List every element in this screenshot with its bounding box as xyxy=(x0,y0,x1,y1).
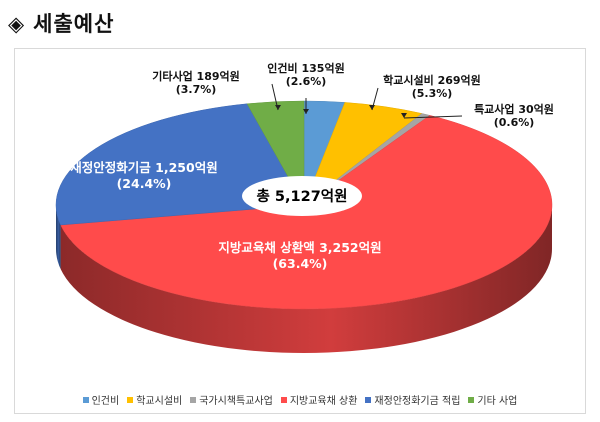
leader-arrow-0 xyxy=(303,109,309,114)
legend-swatch xyxy=(127,396,134,403)
data-percent-2: (0.6%) xyxy=(494,116,535,129)
legend-label: 인건비 xyxy=(91,396,120,407)
data-percent-5: (3.7%) xyxy=(176,83,217,96)
data-label-4: 재정안정화기금 1,250억원 xyxy=(70,160,217,175)
legend-item: 기타 사업 xyxy=(468,392,517,407)
data-percent-4: (24.4%) xyxy=(117,176,172,191)
data-percent-0: (2.6%) xyxy=(286,75,327,88)
pie-side-4 xyxy=(56,205,61,269)
legend-swatch xyxy=(365,396,372,403)
legend-item: 인건비 xyxy=(82,392,120,407)
legend-label: 재정안정화기금 적립 xyxy=(374,396,461,407)
data-label-1: 학교시설비 269억원 xyxy=(383,73,481,87)
data-label-5: 기타사업 189억원 xyxy=(152,69,240,83)
pie-side-3 xyxy=(60,205,552,354)
legend-swatch xyxy=(82,396,89,403)
legend-label: 기타 사업 xyxy=(477,396,518,407)
legend-swatch xyxy=(468,396,475,403)
chart-legend: 인건비 학교시설비 국가시책특교사업 지방교육채 상환 재정안정화기금 적립 기타 사업 xyxy=(14,392,586,407)
legend-item: 지방교육채 상환 xyxy=(280,392,358,407)
data-label-3: 지방교육채 상환액 3,252억원 xyxy=(218,240,381,255)
total-bubble xyxy=(242,176,362,216)
data-percent-1: (5.3%) xyxy=(412,87,453,100)
leader-arrow-5 xyxy=(275,105,281,110)
legend-item: 재정안정화기금 적립 xyxy=(365,392,460,407)
leader-arrow-1 xyxy=(369,105,375,110)
pie-slice-4 xyxy=(55,103,305,226)
chart-frame xyxy=(14,48,586,414)
legend-label: 학교시설비 xyxy=(136,396,183,407)
total-label: 총 5,127억원 xyxy=(257,187,348,205)
legend-item: 국가시책특교사업 xyxy=(190,392,273,407)
leader-line-2 xyxy=(403,115,463,119)
leader-arrow-2 xyxy=(401,113,407,118)
legend-label: 지방교육채 상환 xyxy=(289,396,358,407)
diamond-icon: ◈ xyxy=(8,12,26,36)
page-title: ◈ 세출예산 xyxy=(8,8,114,38)
data-percent-3: (63.4%) xyxy=(273,256,328,271)
data-label-0: 인건비 135억원 xyxy=(267,61,344,75)
legend-swatch xyxy=(190,396,197,403)
legend-label: 국가시책특교사업 xyxy=(199,396,273,407)
page-title-text: 세출예산 xyxy=(33,12,115,36)
legend-item: 학교시설비 xyxy=(127,392,182,407)
legend-swatch xyxy=(280,396,287,403)
data-label-2: 특교사업 30억원 xyxy=(474,102,554,116)
